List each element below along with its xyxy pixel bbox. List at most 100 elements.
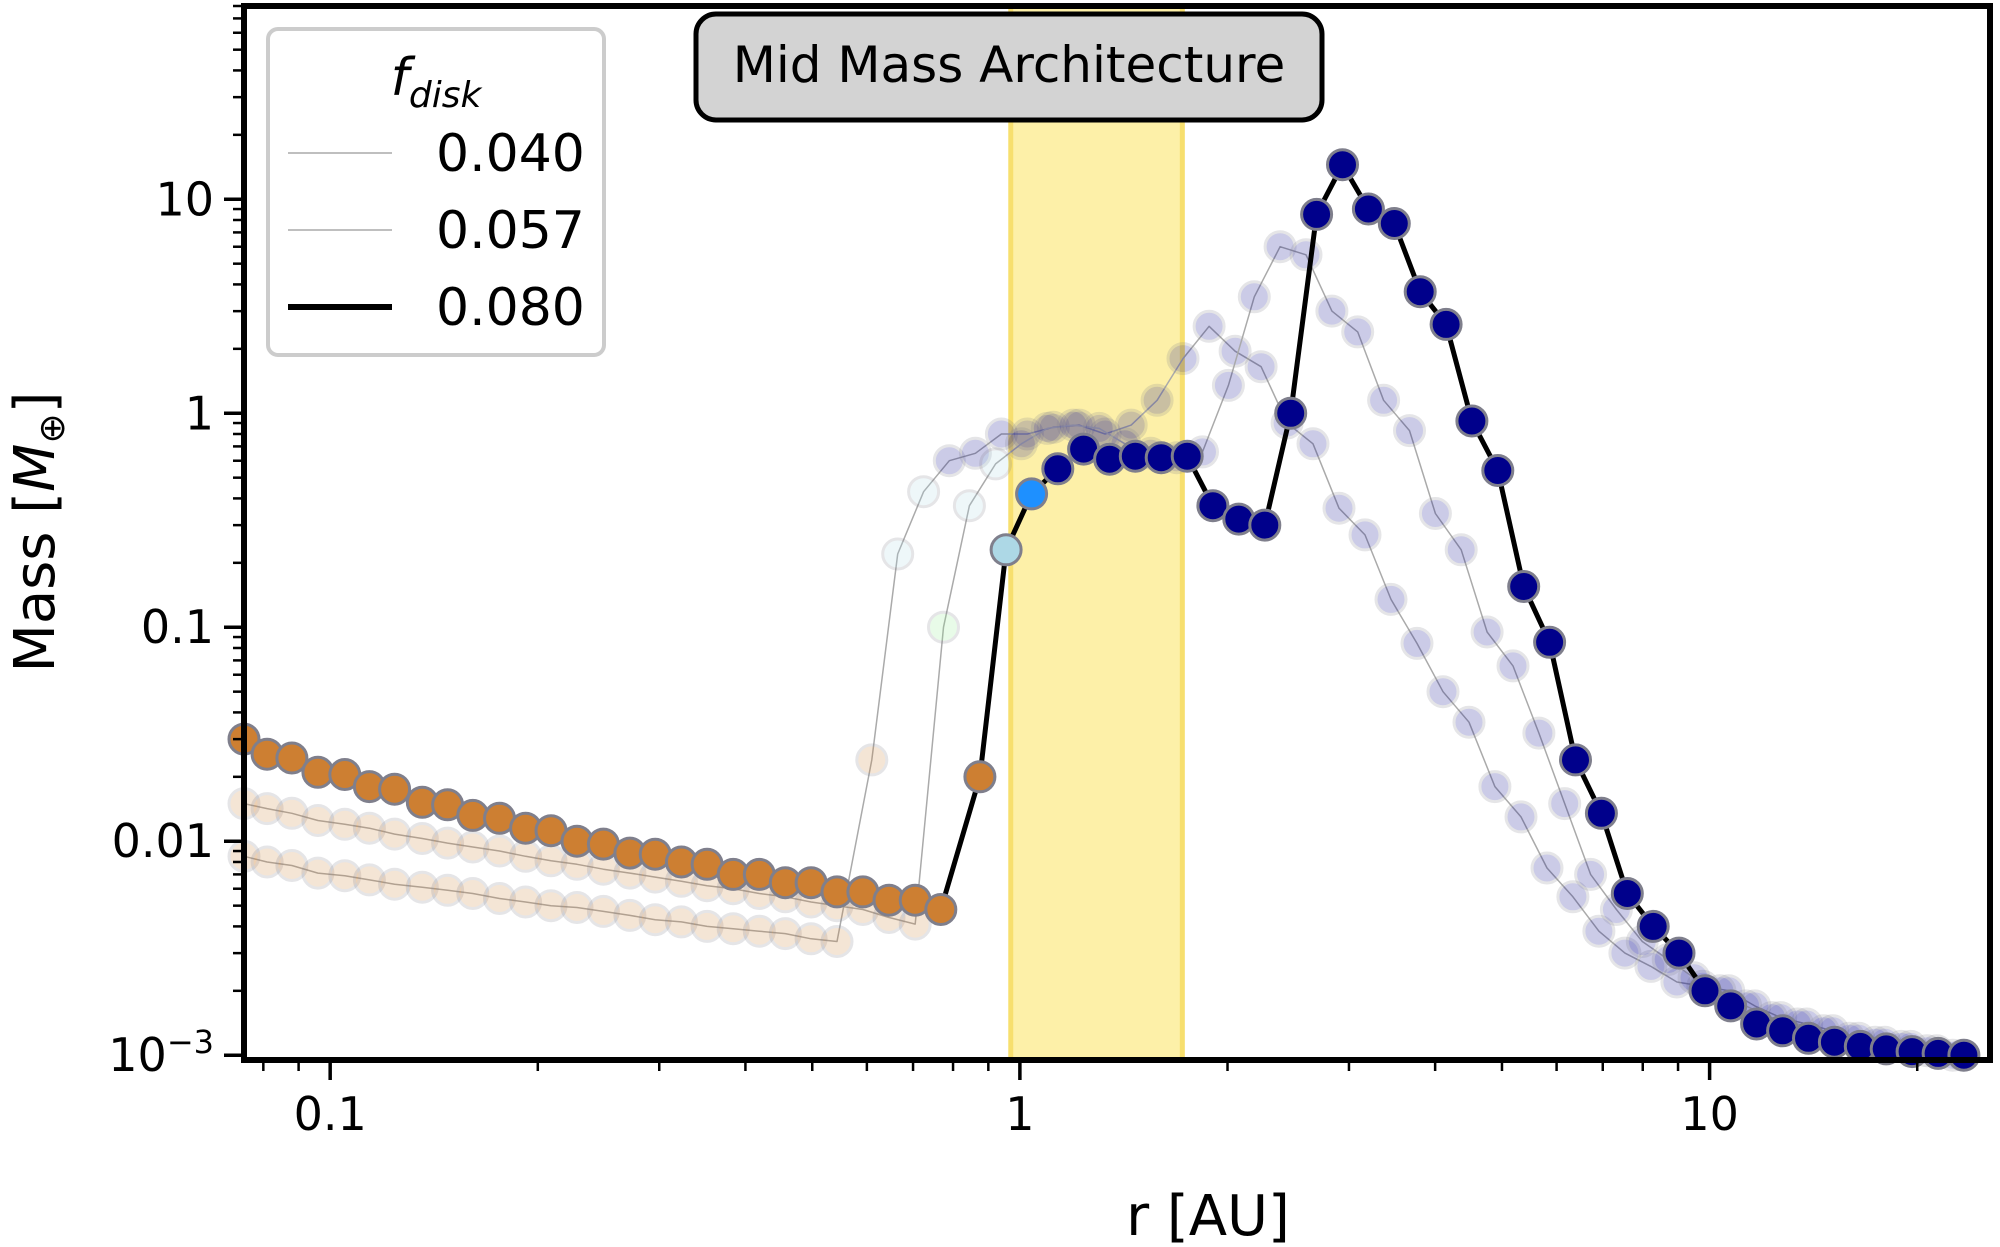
data-point (1322, 491, 1356, 525)
series-1 (227, 230, 1970, 1072)
data-point (1374, 582, 1408, 616)
plot-frame (241, 3, 1993, 1063)
data-point (984, 417, 1018, 451)
data-point (1548, 787, 1582, 821)
data-point (352, 863, 386, 897)
data-point (250, 792, 284, 826)
data-point (1636, 909, 1670, 943)
legend-frame (266, 27, 606, 357)
data-point (979, 447, 1013, 481)
data-point (742, 914, 776, 948)
data-point (301, 804, 335, 837)
data-point (1608, 936, 1642, 970)
data-point (881, 537, 915, 571)
y-tick-label: 10−3 (108, 1023, 214, 1082)
data-point (855, 743, 889, 777)
data-point (405, 822, 439, 855)
data-point (560, 891, 594, 924)
data-point (1444, 533, 1478, 567)
data-point (1263, 230, 1297, 264)
data-point (1530, 851, 1564, 885)
legend-label-0040: 0.040 (436, 124, 585, 184)
data-point (1582, 914, 1616, 948)
data-point (405, 870, 439, 904)
data-point (932, 444, 966, 478)
data-point (456, 877, 490, 910)
data-point (275, 796, 309, 830)
data-point (534, 889, 568, 923)
data-point (638, 903, 672, 937)
data-point (509, 885, 543, 919)
data-point (1348, 518, 1382, 552)
data-point (275, 849, 309, 882)
data-point (301, 755, 335, 789)
series-line (243, 325, 1963, 1056)
title-box-background (693, 11, 1325, 123)
data-point (483, 834, 516, 868)
data-point (1522, 716, 1556, 750)
data-point (613, 898, 647, 932)
chart-title: Mid Mass Architecture (733, 36, 1286, 94)
data-point (328, 807, 362, 841)
shaded-band-layer (1008, 6, 1185, 1060)
data-point (1496, 649, 1530, 683)
data-point (483, 882, 516, 915)
data-point (1244, 350, 1278, 384)
data-point (1166, 342, 1200, 376)
data-point (1688, 974, 1722, 1008)
y-axis-label-close: ] (3, 392, 68, 414)
data-point (301, 856, 335, 890)
data-point (768, 917, 802, 951)
legend-title-subscript: disk (409, 75, 484, 116)
data-point (586, 894, 620, 928)
data-point (1400, 626, 1434, 660)
data-point (1714, 989, 1748, 1023)
data-point (1274, 396, 1308, 430)
y-tick-label-exponent: −3 (167, 1023, 214, 1061)
data-point (1481, 454, 1515, 487)
data-point (924, 893, 958, 926)
data-point (1140, 383, 1174, 417)
data-point (431, 873, 465, 907)
data-point (1326, 148, 1359, 182)
data-point (1341, 315, 1375, 349)
data-point (1507, 570, 1541, 603)
data-point (1610, 877, 1644, 910)
legend-label-0080: 0.080 (436, 278, 585, 338)
data-point (907, 475, 941, 509)
series-2 (227, 148, 1981, 1072)
data-point (1248, 508, 1282, 542)
data-point (1004, 427, 1038, 461)
x-tick-label: 1 (1005, 1087, 1034, 1141)
series-0 (227, 309, 1980, 1072)
data-point (1504, 800, 1538, 834)
data-point (1351, 192, 1385, 226)
data-point (664, 905, 698, 939)
data-point (1218, 334, 1252, 368)
y-tick-label-base: 10 (108, 1028, 167, 1082)
data-point (1559, 743, 1592, 777)
legend: fdisk 0.040 0.057 0.080 (266, 27, 606, 357)
data-point (378, 817, 412, 851)
y-tick-label: 0.1 (141, 600, 214, 654)
data-point (1455, 404, 1489, 438)
data-point (1192, 309, 1226, 343)
data-point (1662, 936, 1696, 970)
data-point (1015, 477, 1049, 511)
data-point (1315, 294, 1349, 328)
data-point (1211, 368, 1245, 402)
data-point (328, 859, 362, 893)
data-point (716, 912, 750, 946)
data-point (378, 867, 412, 901)
series-layer (227, 148, 1981, 1072)
x-tick-label: 0.1 (294, 1087, 367, 1141)
data-point (1584, 796, 1618, 830)
data-point (1030, 411, 1064, 445)
y-axis-label-subscript: ⊕ (32, 413, 73, 443)
data-point (1041, 452, 1075, 486)
title-box: Mid Mass Architecture (693, 11, 1325, 123)
data-point (1533, 625, 1567, 659)
data-point (1010, 417, 1044, 451)
